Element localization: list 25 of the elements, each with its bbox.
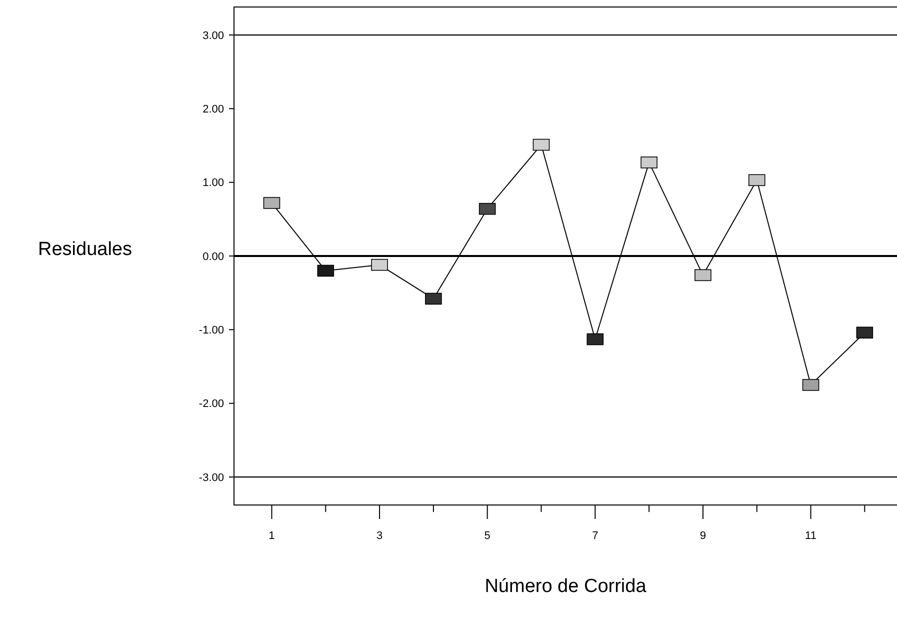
point <box>425 292 442 305</box>
x-tick-label: 5 <box>484 530 490 542</box>
y-tick-label: 3.00 <box>202 30 224 42</box>
x-tick-label: 1 <box>268 530 275 542</box>
y-axis-title: Residuales <box>38 239 132 260</box>
y-tick-label: -1.00 <box>198 324 224 337</box>
point <box>856 326 874 339</box>
x-tick-label: 7 <box>592 530 598 542</box>
x-tick-label: 9 <box>700 530 706 542</box>
point <box>748 174 766 186</box>
point <box>586 333 604 346</box>
point <box>371 258 388 271</box>
x-axis-title: Número de Corrida <box>484 576 647 597</box>
y-tick-label: -2.00 <box>198 398 224 410</box>
y-tick-label: 0.00 <box>202 250 224 263</box>
y-tick-label: -3.00 <box>198 472 224 484</box>
x-tick-label: 11 <box>805 530 816 542</box>
point <box>317 264 334 277</box>
point <box>640 156 658 168</box>
point <box>694 269 712 282</box>
point <box>532 138 550 151</box>
x-tick-label: 3 <box>376 530 383 542</box>
point <box>478 202 496 215</box>
y-tick-label: 2.00 <box>202 104 224 116</box>
y-tick-label: 1.00 <box>202 177 224 190</box>
